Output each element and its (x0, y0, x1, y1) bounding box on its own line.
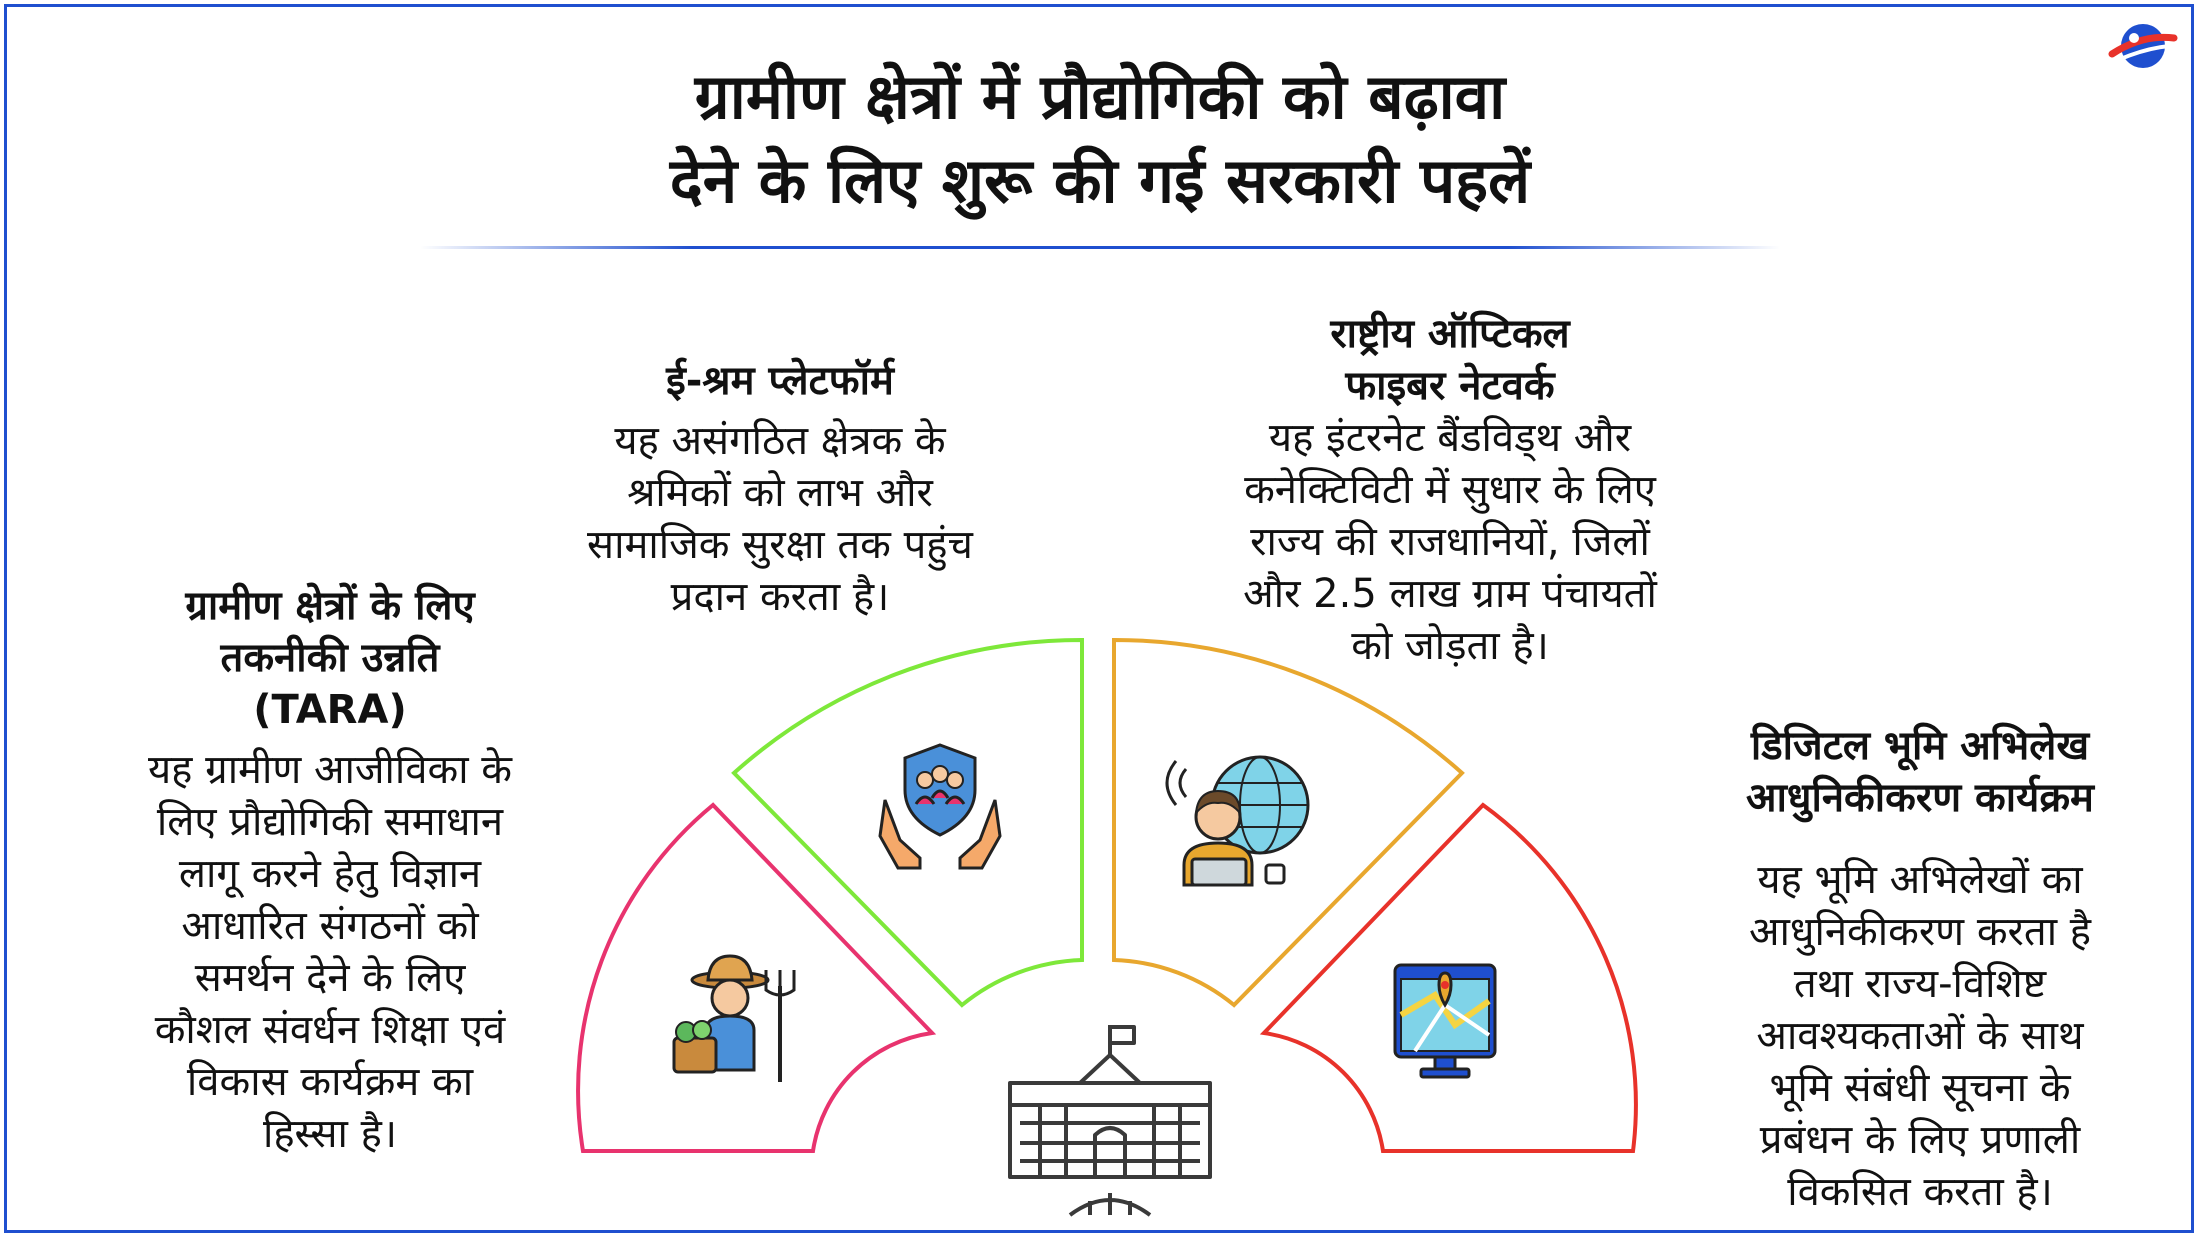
section-heading: डिजिटल भूमि अभिलेख आधुनिकीकरण कार्यक्रम (1660, 720, 2180, 824)
body-line: यह असंगठित क्षेत्रक के (614, 418, 946, 464)
section-body: यह भूमि अभिलेखों का आधुनिकीकरण करता है त… (1660, 854, 2180, 1218)
body-line: प्रबंधन के लिए प्रणाली (1759, 1117, 2081, 1163)
body-line: यह ग्रामीण आजीविका के (147, 747, 513, 793)
section-land-records: डिजिटल भूमि अभिलेख आधुनिकीकरण कार्यक्रम … (1660, 720, 2180, 1218)
body-line: समर्थन देने के लिए (194, 955, 466, 1001)
heading-line: राष्ट्रीय ऑप्टिकल (1330, 311, 1570, 357)
heading-line: ग्रामीण क्षेत्रों के लिए (185, 583, 475, 629)
body-line: यह भूमि अभिलेखों का (1757, 857, 2083, 903)
body-line: श्रमिकों को लाभ और (627, 470, 933, 516)
body-line: राज्य की राजधानियों, जिलों (1250, 519, 1650, 565)
section-heading: ई-श्रम प्लेटफॉर्म (520, 355, 1040, 407)
title-line-1: ग्रामीण क्षेत्रों में प्रौद्योगिकी को बढ… (694, 60, 1506, 133)
body-line: लागू करने हेतु विज्ञान (178, 851, 482, 897)
body-line: तथा राज्य-विशिष्ट (1793, 961, 2047, 1007)
body-line: सामाजिक सुरक्षा तक पहुंच (587, 522, 973, 568)
page-title: ग्रामीण क्षेत्रों में प्रौद्योगिकी को बढ… (380, 55, 1820, 223)
body-line: आवश्यकताओं के साथ (1756, 1013, 2084, 1059)
digital-map-icon (1393, 963, 1497, 1079)
section-tara: ग्रामीण क्षेत्रों के लिए तकनीकी उन्नति (… (50, 580, 610, 1160)
government-building-icon (1008, 1025, 1212, 1217)
body-line: प्रदान करता है। (670, 574, 890, 620)
body-line: हिस्सा है। (262, 1111, 398, 1157)
body-line: विकास कार्यक्रम का (186, 1059, 474, 1105)
section-optical-fiber: राष्ट्रीय ऑप्टिकल फाइबर नेटवर्क यह इंटरन… (1140, 308, 1760, 672)
section-e-shram: ई-श्रम प्लेटफॉर्म यह असंगठित क्षेत्रक के… (520, 355, 1040, 623)
title-line-2: देने के लिए शुरू की गई सरकारी पहलें (669, 144, 1531, 217)
body-line: को जोड़ता है। (1351, 623, 1549, 669)
heading-line: (TARA) (253, 687, 407, 733)
heading-line: ई-श्रम प्लेटफॉर्म (666, 358, 894, 404)
body-line: लिए प्रौद्योगिकी समाधान (156, 799, 504, 845)
heading-line: फाइबर नेटवर्क (1345, 363, 1555, 409)
body-line: आधुनिकीकरण करता है (1748, 909, 2092, 955)
body-line: भूमि संबंधी सूचना के (1769, 1065, 2071, 1111)
section-heading: ग्रामीण क्षेत्रों के लिए तकनीकी उन्नति (… (50, 580, 610, 736)
page-border (4, 4, 2194, 1233)
heading-line: डिजिटल भूमि अभिलेख (1750, 723, 2090, 769)
farmer-icon (672, 954, 796, 1082)
body-line: यह इंटरनेट बैंडविड्थ और (1268, 415, 1632, 461)
social-protection-icon (878, 743, 1002, 870)
section-heading: राष्ट्रीय ऑप्टिकल फाइबर नेटवर्क (1140, 308, 1760, 412)
title-divider (420, 246, 1780, 249)
internet-user-icon (1165, 755, 1310, 887)
body-line: कौशल संवर्धन शिक्षा एवं (154, 1007, 506, 1053)
section-body: यह असंगठित क्षेत्रक के श्रमिकों को लाभ औ… (520, 415, 1040, 623)
body-line: आधारित संगठनों को (181, 903, 479, 949)
heading-line: तकनीकी उन्नति (220, 635, 440, 681)
brand-logo-icon (2108, 24, 2178, 68)
segment-e-shram (731, 637, 1084, 1008)
heading-line: आधुनिकीकरण कार्यक्रम (1746, 775, 2094, 821)
body-line: और 2.5 लाख ग्राम पंचायतों (1243, 571, 1657, 617)
section-body: यह इंटरनेट बैंडविड्थ और कनेक्टिविटी में … (1140, 412, 1760, 672)
body-line: विकसित करता है। (1787, 1169, 2053, 1215)
body-line: कनेक्टिविटी में सुधार के लिए (1244, 467, 1656, 513)
section-body: यह ग्रामीण आजीविका के लिए प्रौद्योगिकी स… (50, 744, 610, 1160)
